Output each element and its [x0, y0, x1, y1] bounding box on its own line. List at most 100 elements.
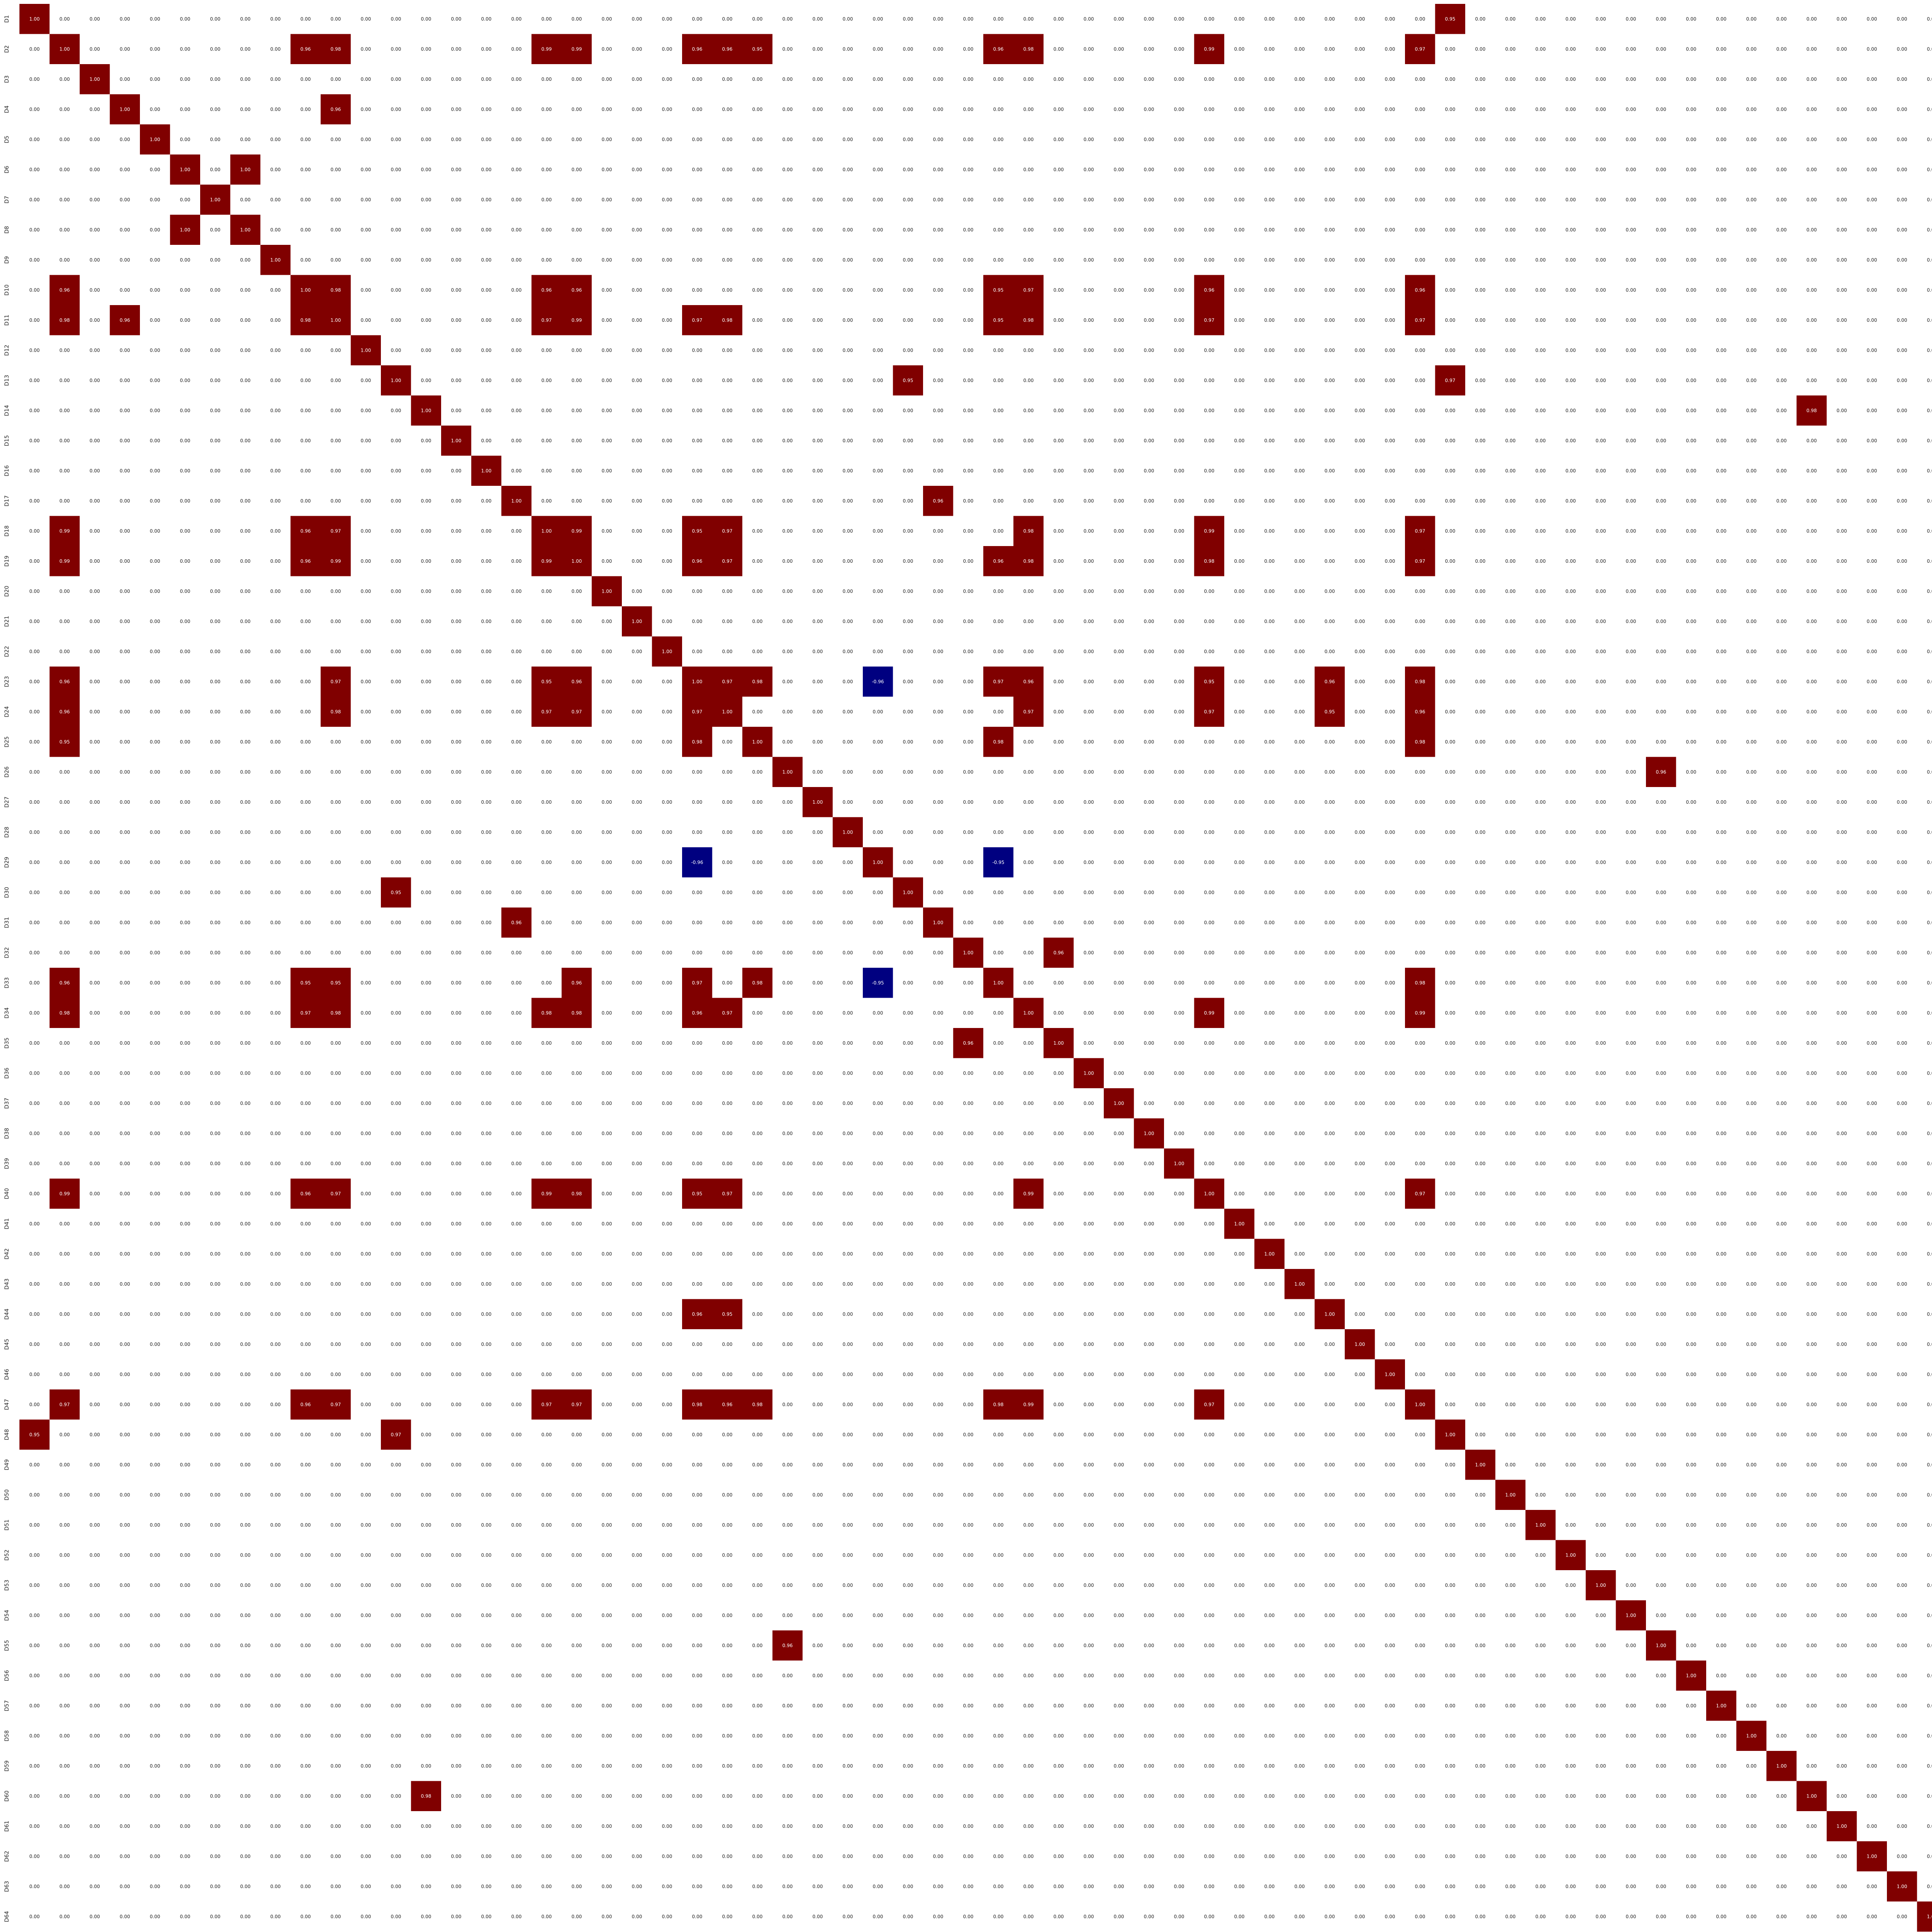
- cell-value-label: 0.00: [391, 709, 401, 714]
- cell-value-label: 0.00: [1836, 1131, 1847, 1136]
- cell-value-label: 0.00: [1746, 438, 1757, 443]
- cell-value-label: 0.00: [1656, 1010, 1666, 1016]
- cell-value-label: 0.00: [1595, 1402, 1606, 1407]
- cell-value-label: 0.00: [1023, 1342, 1034, 1347]
- y-tick-label: D40: [4, 1188, 10, 1199]
- cell-value-label: 0.00: [1325, 558, 1335, 564]
- cell-value-label: 0.00: [571, 829, 582, 835]
- cell-value-label: 0.00: [1144, 468, 1154, 473]
- cell-value-label: 0.00: [873, 739, 883, 745]
- cell-value-label: 0.00: [812, 468, 823, 473]
- cell-value-label: 0.00: [752, 106, 763, 112]
- cell-value-label: 0.00: [1294, 649, 1305, 654]
- cell-value-label: 0.00: [1445, 468, 1456, 473]
- cell-value-label: 0.00: [1836, 1492, 1847, 1497]
- cell-value-label: 0.00: [120, 468, 130, 473]
- cell-value-label: 0.00: [1686, 588, 1696, 594]
- cell-value-label: 0.00: [481, 498, 492, 504]
- cell-value-label: 0.00: [210, 77, 220, 82]
- cell-value-label: 0.00: [361, 1853, 371, 1859]
- cell-value-label: 0.00: [1716, 829, 1726, 835]
- cell-value-label: 0.00: [481, 1281, 492, 1287]
- cell-value-label: 0.00: [812, 950, 823, 955]
- cell-value-label: 0.00: [1294, 1613, 1305, 1618]
- cell-value-label: 0.00: [180, 378, 190, 383]
- cell-value-label: 0.00: [752, 1372, 763, 1377]
- cell-value-label: 0.00: [1294, 1372, 1305, 1377]
- cell-value-label: 0.00: [963, 739, 974, 745]
- cell-value-label: 0.00: [722, 890, 733, 895]
- cell-value-label: 0.00: [1656, 347, 1666, 353]
- cell-value-label: 0.00: [120, 619, 130, 624]
- cell-value-label: 0.00: [120, 1583, 130, 1588]
- cell-value-label: 0.00: [993, 1432, 1004, 1437]
- cell-value-label: 0.00: [1415, 1221, 1425, 1227]
- cell-value-label: 0.00: [511, 1372, 522, 1377]
- cell-value-label: 0.00: [692, 106, 702, 112]
- y-tick-label: D12: [4, 345, 10, 356]
- cell-value-label: 0.00: [1234, 528, 1244, 534]
- cell-value-label: 0.00: [1806, 1613, 1817, 1618]
- cell-value-label: 0.00: [722, 1673, 733, 1678]
- cell-value-label: 0.00: [511, 588, 522, 594]
- cell-value-label: 0.00: [1836, 347, 1847, 353]
- cell-value-label: 0.00: [1595, 1613, 1606, 1618]
- cell-value-label: 0.00: [1445, 588, 1456, 594]
- cell-value-label: 0.00: [1535, 1040, 1546, 1046]
- cell-value-label: 0.00: [391, 1251, 401, 1257]
- cell-value-label: 0.00: [59, 167, 70, 172]
- cell-value-label: 0.00: [270, 1673, 281, 1678]
- heatmap-cell: [411, 395, 441, 426]
- cell-value-label: 0.00: [391, 167, 401, 172]
- cell-value-label: 0.00: [541, 1221, 552, 1227]
- cell-value-label: 0.00: [873, 1703, 883, 1709]
- cell-value-label: 0.00: [1445, 167, 1456, 172]
- cell-value-label: 0.00: [1776, 16, 1787, 22]
- cell-value-label: 0.00: [451, 1583, 461, 1588]
- cell-value-label: 0.00: [421, 1914, 431, 1919]
- cell-value-label: 0.00: [812, 1070, 823, 1076]
- cell-value-label: 0.00: [933, 709, 943, 714]
- cell-value-label: 0.00: [1867, 16, 1877, 22]
- cell-value-label: 0.00: [150, 1010, 160, 1016]
- cell-value-label: 0.00: [752, 1824, 763, 1829]
- cell-value-label: 0.00: [1264, 167, 1275, 172]
- cell-value-label: 0.00: [1385, 1853, 1395, 1859]
- cell-value-label: 0.00: [963, 1251, 974, 1257]
- cell-value-label: 0.00: [1897, 347, 1907, 353]
- cell-value-label: 0.00: [361, 106, 371, 112]
- cell-value-label: 0.00: [1264, 347, 1275, 353]
- cell-value-label: 0.00: [1897, 1342, 1907, 1347]
- cell-value-label: 0.00: [722, 1853, 733, 1859]
- cell-value-label: 0.00: [1023, 1763, 1034, 1769]
- cell-value-label: 0.00: [1325, 1281, 1335, 1287]
- cell-value-label: 0.00: [270, 1583, 281, 1588]
- cell-value-label: 0.00: [150, 619, 160, 624]
- cell-value-label: 0.00: [1264, 1853, 1275, 1859]
- cell-value-label: 0.00: [1354, 1251, 1365, 1257]
- cell-value-label: 0.00: [1776, 1914, 1787, 1919]
- cell-value-label: 0.00: [89, 1492, 100, 1497]
- cell-value-label: 0.00: [421, 137, 431, 142]
- cell-value-label: 0.00: [1565, 1673, 1576, 1678]
- cell-value-label: 0.00: [1294, 769, 1305, 775]
- cell-value-label: 0.00: [210, 1914, 220, 1919]
- cell-value-label: 0.00: [1776, 1251, 1787, 1257]
- cell-value-label: 0.00: [1475, 77, 1485, 82]
- cell-value-label: 0.00: [933, 287, 943, 293]
- cell-value-label: 0.00: [1716, 378, 1726, 383]
- cell-value-label: 0.00: [1264, 1462, 1275, 1468]
- cell-value-label: 0.00: [1595, 528, 1606, 534]
- cell-value-label: 0.00: [632, 16, 642, 22]
- cell-value-label: 0.00: [120, 1733, 130, 1738]
- cell-value-label: 0.00: [1927, 1342, 1932, 1347]
- cell-value-label: 0.00: [270, 287, 281, 293]
- cell-value-label: 0.00: [330, 1070, 341, 1076]
- heatmap-cell: [290, 1178, 321, 1209]
- cell-value-label: 0.00: [1626, 1251, 1636, 1257]
- cell-value-label: 0.00: [782, 1733, 793, 1738]
- cell-value-label: 0.00: [1565, 46, 1576, 52]
- cell-value-label: 0.00: [270, 1853, 281, 1859]
- cell-value-label: 0.00: [782, 860, 793, 865]
- cell-value-label: 0.00: [1897, 1643, 1907, 1648]
